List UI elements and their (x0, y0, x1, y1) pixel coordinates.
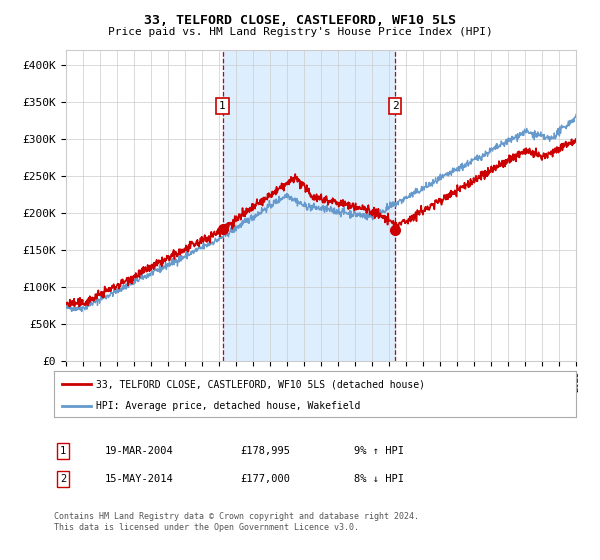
Text: 1: 1 (219, 101, 226, 111)
Text: 19-MAR-2004: 19-MAR-2004 (105, 446, 174, 456)
Text: 8% ↓ HPI: 8% ↓ HPI (354, 474, 404, 484)
Text: £178,995: £178,995 (240, 446, 290, 456)
Text: HPI: Average price, detached house, Wakefield: HPI: Average price, detached house, Wake… (96, 401, 360, 410)
Text: 33, TELFORD CLOSE, CASTLEFORD, WF10 5LS: 33, TELFORD CLOSE, CASTLEFORD, WF10 5LS (144, 14, 456, 27)
Text: 9% ↑ HPI: 9% ↑ HPI (354, 446, 404, 456)
Text: 33, TELFORD CLOSE, CASTLEFORD, WF10 5LS (detached house): 33, TELFORD CLOSE, CASTLEFORD, WF10 5LS … (96, 379, 425, 389)
Bar (223, 50, 395, 361)
Text: 2: 2 (60, 474, 66, 484)
Text: 2: 2 (392, 101, 398, 111)
Text: 1: 1 (60, 446, 66, 456)
Text: 15-MAY-2014: 15-MAY-2014 (105, 474, 174, 484)
Text: £177,000: £177,000 (240, 474, 290, 484)
Text: Contains HM Land Registry data © Crown copyright and database right 2024.
This d: Contains HM Land Registry data © Crown c… (54, 512, 419, 532)
Text: Price paid vs. HM Land Registry's House Price Index (HPI): Price paid vs. HM Land Registry's House … (107, 27, 493, 37)
